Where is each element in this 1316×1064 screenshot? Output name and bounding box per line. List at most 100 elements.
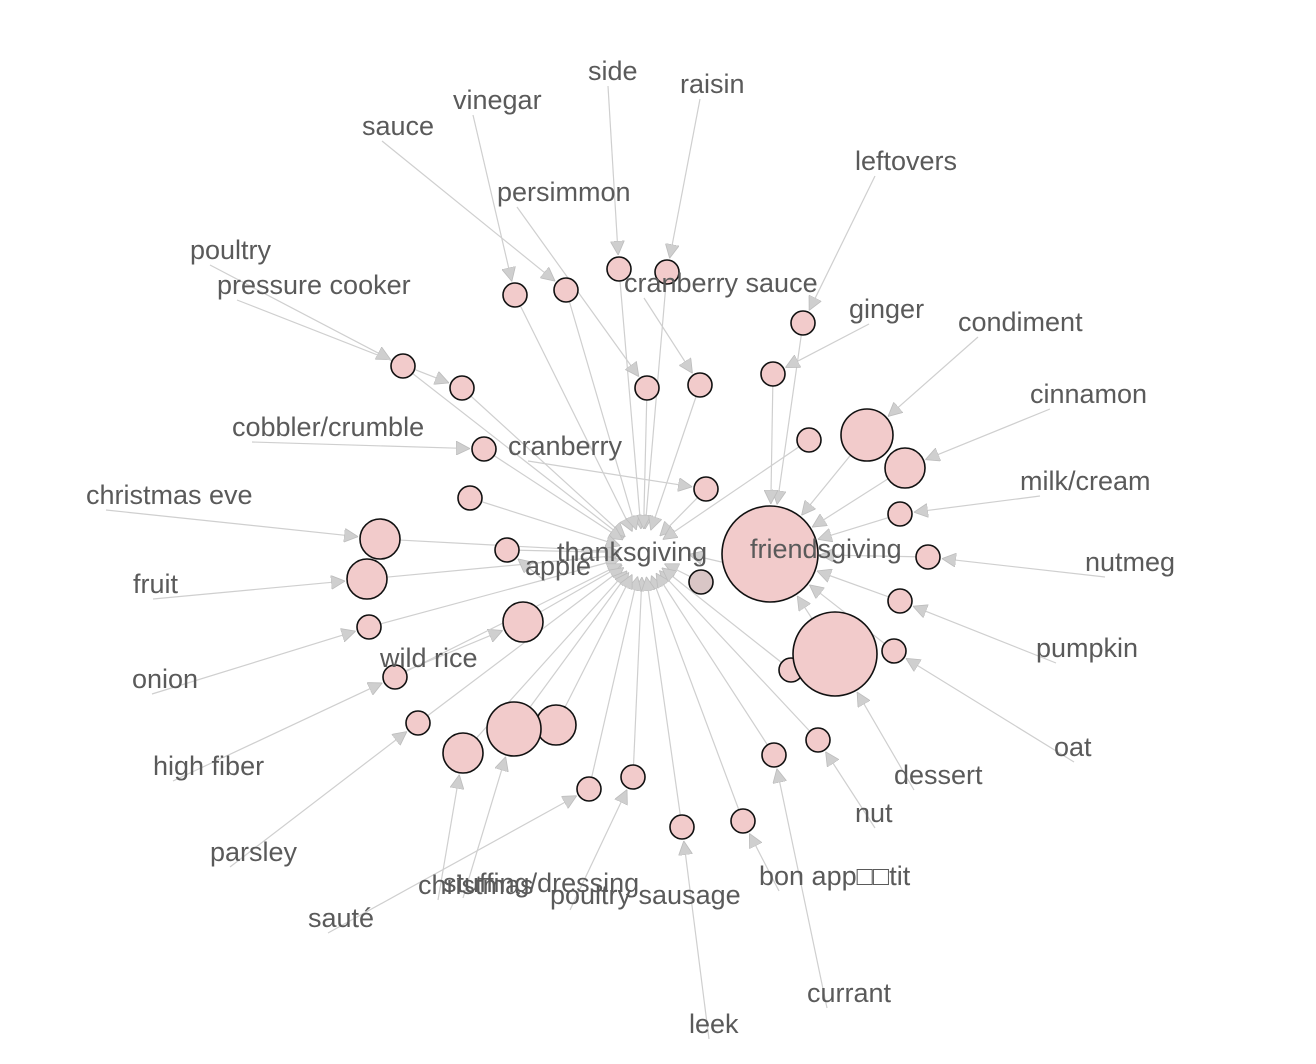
edge-poultry-in	[209, 264, 391, 361]
edge-nutmeg-in	[942, 559, 1106, 578]
graph-node-poultry-sausage	[620, 764, 646, 790]
edge-leek-hub	[646, 577, 683, 828]
edge-milk-cream-hub	[818, 513, 901, 539]
edge-ginger-hub	[771, 373, 773, 504]
graph-node-leek	[669, 814, 695, 840]
graph-node-saute	[576, 776, 602, 802]
graph-node-oat	[881, 638, 907, 664]
edge-christmas-eve-in	[105, 509, 358, 537]
edge-cobbler-crumble-in	[251, 442, 470, 449]
node-label-cranberry-sauce: cranberry sauce	[624, 268, 818, 298]
node-label-poultry: poultry	[190, 235, 272, 265]
edge-currant-in	[777, 769, 828, 1009]
node-label-persimmon: persimmon	[497, 177, 631, 207]
node-label-cobbler-crumble: cobbler/crumble	[232, 412, 424, 442]
edge-cinnamon-in	[925, 408, 1051, 460]
graph-node-raisin	[654, 259, 680, 285]
node-label-poultry-sausage: poultry sausage	[550, 880, 741, 910]
graph-node-vinegar	[502, 282, 528, 308]
edge-parsley-in	[229, 732, 407, 868]
graph-node-pumpkin	[887, 588, 913, 614]
node-label-parsley: parsley	[210, 837, 298, 867]
edge-currant-hub	[656, 573, 775, 756]
node-label-saute: sauté	[308, 903, 374, 933]
node-label-pressure-cooker: pressure cooker	[217, 270, 411, 300]
node-label-apple: apple	[525, 551, 591, 581]
edge-oat-in	[906, 657, 1075, 763]
edge-pumpkin-hub	[817, 571, 901, 602]
edge-extra-0	[469, 497, 620, 546]
node-label-milk-cream: milk/cream	[1020, 466, 1151, 496]
graph-node-nut	[805, 727, 831, 753]
graph-node-apple	[494, 537, 520, 563]
node-label-condiment: condiment	[958, 307, 1083, 337]
edge-cobbler-crumble-hub	[483, 448, 623, 540]
node-label-vinegar: vinegar	[453, 85, 542, 115]
node-label-fruit: fruit	[133, 569, 179, 599]
edges-layer	[105, 85, 1106, 1040]
edge-leftovers-in	[809, 175, 876, 310]
node-label-nut: nut	[855, 798, 893, 828]
graph-node-side	[606, 256, 632, 282]
edge-christmas-in	[437, 775, 459, 901]
edge-nut-in	[826, 752, 876, 829]
edge-saute-hub	[588, 576, 638, 790]
node-label-currant: currant	[807, 978, 892, 1008]
graph-node-leftovers	[790, 310, 816, 336]
node-label-stuffing-dressing: stuffing/dressing	[443, 868, 639, 898]
graph-node-christmas-eve	[359, 518, 401, 560]
edge-dessert-in	[856, 692, 915, 791]
graph-node-condiment	[840, 408, 894, 462]
node-label-high-fiber: high fiber	[153, 751, 264, 781]
edge-sauce-hub	[565, 289, 636, 530]
graph-node-christmas	[442, 732, 484, 774]
graph-node-poultry	[390, 353, 416, 379]
edge-saute-in	[327, 795, 577, 934]
edge-raisin-in	[670, 98, 701, 258]
node-label-onion: onion	[132, 664, 198, 694]
node-label-ginger: ginger	[849, 294, 924, 324]
edge-pressure-cooker-hub	[461, 387, 625, 537]
graph-node-pressure-cooker	[449, 375, 475, 401]
edge-poultry-sausage-hub	[632, 577, 642, 778]
graph-node-dessert	[792, 611, 878, 697]
edge-milk-cream-in	[914, 495, 1041, 512]
edge-poultry-sausage-in	[569, 790, 627, 911]
graph-node-high-fiber	[382, 664, 408, 690]
node-label-oat: oat	[1054, 732, 1092, 762]
edge-side-in	[607, 85, 618, 255]
edge-side-hub	[618, 268, 641, 529]
graph-node-wild-rice	[502, 601, 544, 643]
node-label-leftovers: leftovers	[855, 146, 957, 176]
edge-poultry-hub	[402, 365, 624, 538]
node-label-bon-appetit: bon app□□tit	[759, 861, 911, 891]
node-label-cinnamon: cinnamon	[1030, 379, 1147, 409]
node-label-christmas: christmas	[418, 870, 534, 900]
graph-node-stuffing-dressing	[486, 701, 542, 757]
edge-nut-hub	[659, 571, 819, 741]
node-label-side: side	[588, 56, 638, 86]
edge-extra-4	[662, 568, 792, 671]
edge-vinegar-in	[472, 114, 512, 281]
node-label-sauce: sauce	[362, 111, 434, 141]
edge-bon-appetit-in	[748, 833, 780, 892]
hub-label-thanksgiving: thanksgiving	[557, 537, 707, 567]
node-label-wild-rice: wild rice	[379, 643, 478, 673]
nodes-layer	[346, 256, 941, 840]
graph-node-sauce	[553, 277, 579, 303]
graph-node-cobbler-crumble	[471, 436, 497, 462]
edge-onion-in	[151, 631, 356, 695]
graph-node-unlabeled	[457, 485, 483, 511]
node-label-nutmeg: nutmeg	[1085, 547, 1175, 577]
edge-stuffing-dressing-hub	[513, 572, 629, 730]
node-label-dessert: dessert	[894, 760, 983, 790]
graph-node-currant	[761, 742, 787, 768]
graph-node-unlabeled	[535, 704, 577, 746]
node-label-leek: leek	[689, 1009, 739, 1039]
graph-node-ginger	[760, 361, 786, 387]
edge-leek-in	[684, 841, 710, 1040]
edge-apple-in	[518, 559, 546, 582]
graph-node-unlabeled	[688, 569, 714, 595]
graph-node-bon-appetit	[730, 808, 756, 834]
